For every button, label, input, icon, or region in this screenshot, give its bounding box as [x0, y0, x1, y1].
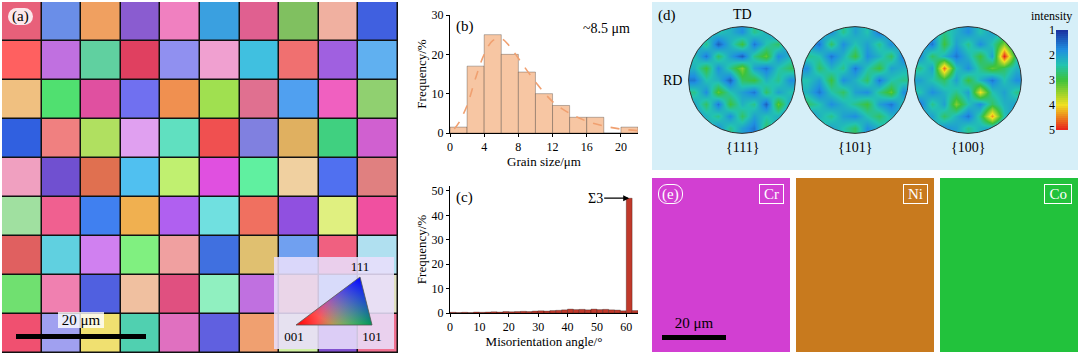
svg-text:50: 50: [591, 320, 603, 334]
svg-text:001: 001: [284, 329, 304, 344]
svg-text:1: 1: [1049, 23, 1055, 37]
svg-text:0: 0: [438, 126, 444, 140]
svg-text:4: 4: [1049, 98, 1055, 112]
svg-text:4: 4: [481, 140, 487, 154]
svg-text:101: 101: [362, 329, 382, 344]
svg-text:0: 0: [447, 140, 453, 154]
svg-text:16: 16: [581, 140, 593, 154]
svg-text:RD: RD: [663, 73, 682, 88]
svg-text:20: 20: [503, 320, 515, 334]
html-text:(e): (e): [662, 186, 679, 202]
svg-text:8: 8: [515, 140, 521, 154]
svg-text:5: 5: [1049, 123, 1055, 137]
svg-text:0: 0: [438, 306, 444, 320]
svg-text:2: 2: [1049, 48, 1055, 62]
svg-text:60: 60: [620, 320, 632, 334]
html-text:20 μm: 20 μm: [61, 312, 101, 328]
svg-text:50: 50: [432, 184, 444, 198]
svg-text:111: 111: [351, 259, 370, 274]
svg-text:0: 0: [447, 320, 453, 334]
svg-text:~8.5 μm: ~8.5 μm: [583, 21, 630, 36]
html-text:Co: Co: [1049, 186, 1067, 202]
svg-text:Frequency/%: Frequency/%: [414, 215, 429, 284]
html-text:20 μm: 20 μm: [674, 315, 714, 331]
svg-text:Misorientation angle/°: Misorientation angle/°: [486, 334, 603, 349]
svg-text:12: 12: [547, 140, 559, 154]
svg-text:TD: TD: [733, 7, 752, 22]
svg-text:Frequency/%: Frequency/%: [414, 39, 429, 108]
svg-text:20: 20: [432, 48, 444, 62]
html-text:Cr: Cr: [764, 186, 779, 202]
svg-text:20: 20: [432, 257, 444, 271]
svg-text:intensity: intensity: [1031, 9, 1072, 23]
svg-text:{100}: {100}: [951, 140, 985, 155]
svg-text:{101}: {101}: [838, 140, 872, 155]
svg-text:10: 10: [473, 320, 485, 334]
svg-text:30: 30: [532, 320, 544, 334]
html-text:(a): (a): [12, 8, 29, 24]
svg-text:40: 40: [562, 320, 574, 334]
svg-text:30: 30: [432, 8, 444, 22]
svg-text:10: 10: [432, 282, 444, 296]
svg-text:(b): (b): [456, 18, 474, 35]
svg-text:Σ3: Σ3: [588, 191, 603, 206]
svg-text:Grain size/μm: Grain size/μm: [507, 154, 581, 169]
svg-text:{111}: {111}: [726, 140, 759, 155]
svg-text:(c): (c): [456, 189, 473, 206]
html-text:Ni: Ni: [908, 186, 923, 202]
svg-text:(d): (d): [658, 7, 676, 24]
svg-text:30: 30: [432, 233, 444, 247]
svg-text:3: 3: [1049, 73, 1055, 87]
svg-text:40: 40: [432, 209, 444, 223]
svg-text:20: 20: [615, 140, 627, 154]
svg-text:10: 10: [432, 87, 444, 101]
